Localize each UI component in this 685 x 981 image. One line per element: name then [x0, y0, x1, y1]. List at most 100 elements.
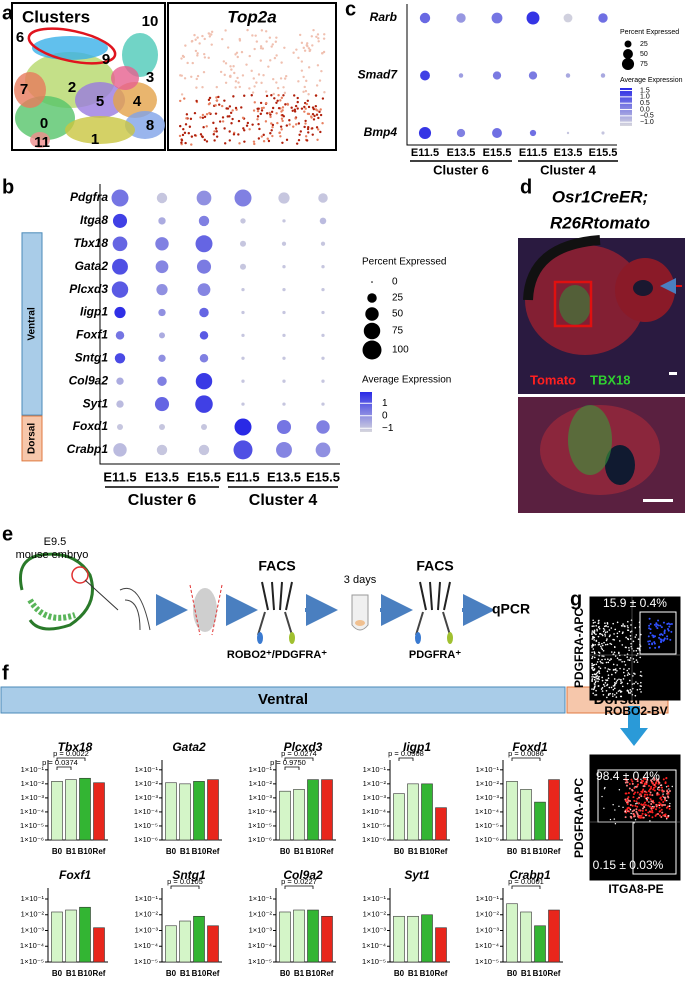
- significance-bracket: [170, 885, 200, 889]
- dot: [321, 356, 325, 360]
- dot: [529, 129, 537, 137]
- dot: [319, 217, 327, 225]
- dot: [528, 71, 538, 80]
- cluster-label: 11: [34, 134, 50, 151]
- legend-title: Average Expression: [362, 375, 451, 386]
- x-tick-label: E11.5: [519, 147, 547, 159]
- workflow-diagram: [19, 552, 495, 644]
- gate-label: PDGFRA⁺: [409, 649, 461, 661]
- dot: [241, 402, 245, 406]
- dot: [115, 331, 125, 340]
- stain-label: Tomato: [530, 372, 576, 387]
- bar: [93, 782, 105, 841]
- x-tick-label: E11.5: [226, 469, 259, 484]
- y-tick-label: 1×10⁻⁵: [134, 957, 158, 966]
- dot: [565, 73, 571, 78]
- x-tick-label: B1: [180, 969, 191, 978]
- colorbar-label: 1: [382, 398, 388, 409]
- y-tick-label: 1×10⁻³: [476, 925, 500, 934]
- dot: [155, 260, 169, 274]
- dot: [282, 219, 286, 223]
- y-tick-label: 1×10⁻¹: [249, 765, 273, 774]
- dot: [321, 265, 325, 269]
- gene-label: Rarb: [370, 10, 397, 24]
- row-group-label: Dorsal: [27, 423, 38, 454]
- dot: [321, 379, 325, 383]
- x-tick-label: B10: [306, 847, 321, 856]
- cluster-label: 7: [20, 81, 28, 98]
- y-tick-label: 1×10⁻⁴: [134, 941, 158, 950]
- axis-title: PDGFRA-APC: [572, 608, 586, 688]
- dot: [234, 418, 252, 436]
- chart-title: Sntg1: [172, 868, 206, 882]
- x-tick-label: E15.5: [306, 469, 340, 484]
- bar: [79, 777, 91, 841]
- y-tick-label: 1×10⁻¹: [476, 765, 500, 774]
- row-group-box: [21, 415, 43, 462]
- colorbar: [360, 392, 372, 432]
- bar: [520, 789, 532, 841]
- bar: [548, 909, 560, 963]
- x-tick-label: Ref: [207, 969, 220, 978]
- dot: [198, 444, 210, 456]
- x-tick-label: B0: [52, 847, 63, 856]
- legend-title: Percent Expressed: [620, 29, 679, 36]
- dot: [420, 70, 430, 81]
- y-tick-label: 1×10⁻⁴: [475, 807, 499, 816]
- dot: [196, 190, 212, 206]
- x-tick-label: B10: [420, 969, 435, 978]
- cluster-label: 8: [146, 117, 154, 134]
- cluster-label: 9: [102, 51, 110, 68]
- y-tick-label: 1×10⁻⁶: [134, 835, 158, 844]
- legend-dot: [623, 49, 633, 59]
- dot: [200, 423, 208, 431]
- gate-label: 15.9 ± 0.4%: [603, 596, 667, 610]
- y-tick-label: 1×10⁻²: [135, 779, 159, 788]
- dot: [156, 283, 168, 296]
- dot: [526, 11, 540, 25]
- x-tick-label: E11.5: [103, 469, 136, 484]
- cluster-label: 10: [142, 13, 159, 30]
- y-tick-label: 1×10⁻²: [476, 779, 500, 788]
- y-tick-label: 1×10⁻⁵: [475, 957, 499, 966]
- x-tick-label: B0: [280, 969, 291, 978]
- dot: [158, 423, 166, 431]
- y-tick-label: 1×10⁻³: [249, 925, 273, 934]
- p-value: p = 0.0105: [167, 877, 203, 886]
- x-tick-label: B1: [521, 969, 532, 978]
- gene-label: Pdgfra: [70, 190, 108, 204]
- dot: [239, 240, 247, 247]
- chart-title: Col9a2: [283, 868, 323, 882]
- bar: [207, 779, 219, 841]
- group-label: Cluster 6: [128, 492, 197, 509]
- dot: [114, 306, 126, 319]
- x-tick-label: B10: [78, 847, 93, 856]
- legend-title: Percent Expressed: [362, 257, 447, 268]
- x-tick-label: B0: [394, 847, 405, 856]
- p-value: p = 0.0374: [42, 758, 78, 767]
- dot: [199, 331, 209, 340]
- dot: [156, 444, 168, 456]
- x-tick-label: Ref: [548, 969, 561, 978]
- x-tick-label: B0: [394, 969, 405, 978]
- p-value: p = 0.0308: [388, 749, 424, 758]
- y-tick-label: 1×10⁻³: [21, 925, 45, 934]
- dot: [158, 354, 166, 362]
- dot: [157, 376, 167, 386]
- x-tick-label: Ref: [93, 969, 106, 978]
- axis-title: ROBO2-BV: [604, 704, 667, 718]
- dot: [195, 372, 213, 390]
- x-tick-label: Ref: [93, 847, 106, 856]
- bar: [534, 801, 546, 841]
- x-tick-label: B1: [294, 847, 305, 856]
- step-label: FACS: [416, 558, 453, 574]
- gene-label: Syt1: [83, 396, 109, 410]
- dot: [199, 354, 209, 363]
- bar: [534, 925, 546, 963]
- dot: [492, 128, 502, 138]
- dot: [316, 420, 330, 434]
- legend-dot: [363, 322, 381, 340]
- bar: [179, 920, 191, 963]
- legend-label: 25: [640, 41, 648, 48]
- bar: [51, 781, 63, 841]
